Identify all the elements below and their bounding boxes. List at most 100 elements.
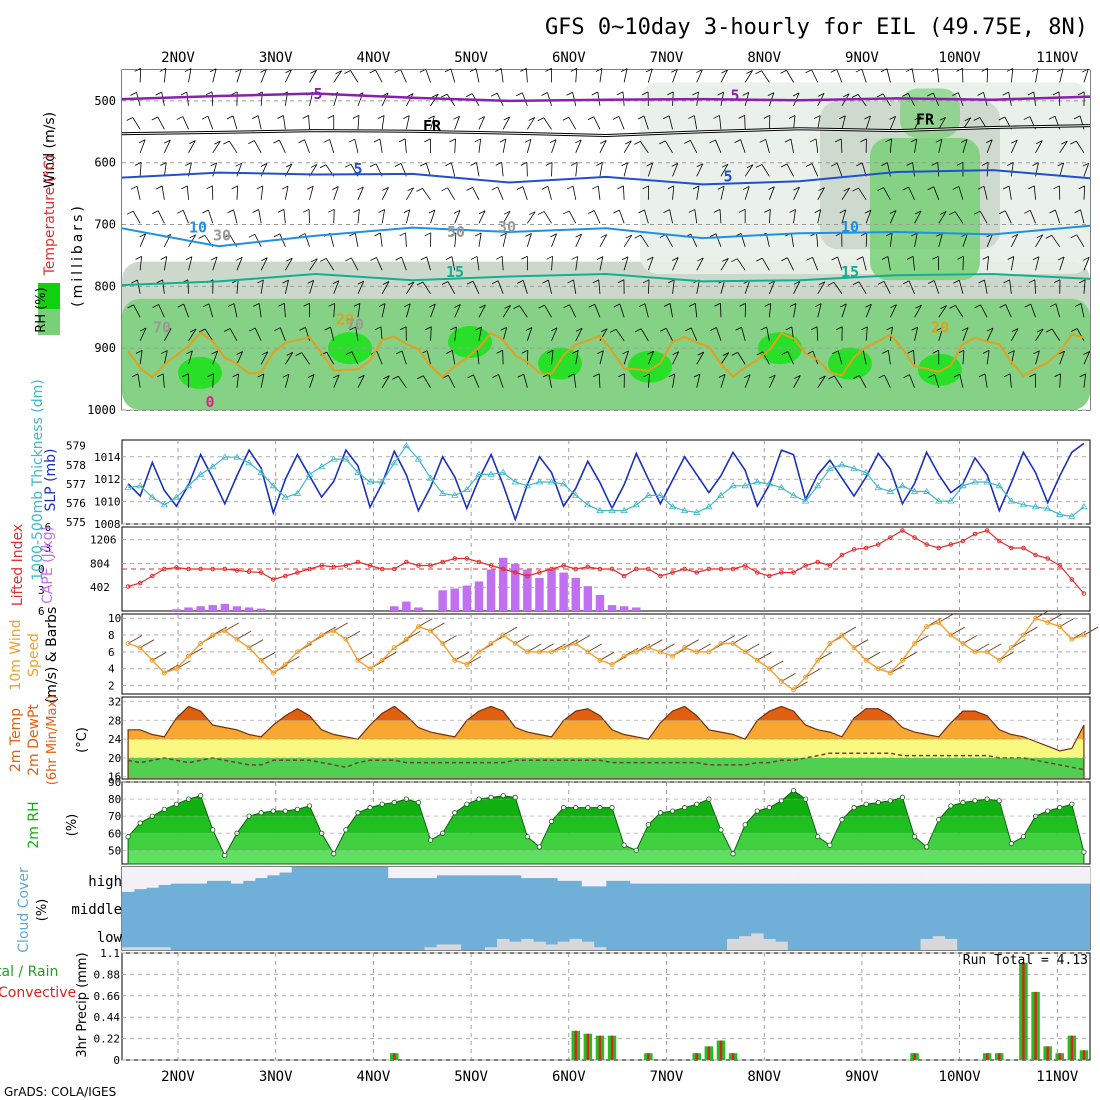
wind-barb-flag [395,256,402,261]
surface-barb [781,672,796,682]
wind-speed-point [887,670,893,676]
surface-barb [539,643,554,653]
wind-barb [639,141,649,154]
wind-barb [1004,210,1012,224]
wind-barb-flag [961,327,969,332]
wind-barb [454,326,457,341]
wind-barb [333,303,336,318]
wind-barb-flag [1083,351,1090,355]
wind-barb-flag [467,374,474,379]
wind-barb-flag [407,281,415,286]
wind-barb-flag [936,327,944,331]
surface-barb [406,630,421,640]
wind-barb [744,374,751,388]
wind-barb [793,375,801,388]
li-point [730,566,736,572]
wind-barb [473,374,480,388]
wind-barb [1059,140,1068,154]
li-point [452,556,458,561]
wind-barb [260,69,267,83]
wind-barb-flag [1023,116,1031,120]
thickness-tick-label: 575 [66,516,86,529]
wind-barb [405,232,407,247]
wind-barb-flag [182,373,189,378]
wind-barb [696,351,705,365]
wind-speed-point [851,645,857,651]
wind-barb [182,116,189,130]
upper-temp-label: Temperature (°C) [42,155,58,277]
wind-barb [139,256,143,271]
rh-band [128,816,1084,834]
cloud-high-gap [557,867,570,881]
wind-barb-flag [454,304,461,308]
bottom-day-label: 5NOV [454,1069,488,1085]
thickness-point [838,461,846,468]
wind-barb [934,374,940,388]
wind-barb [284,69,292,83]
wind-barb-flag [600,234,607,238]
wind-barb [740,139,746,153]
wind-barb-flag [927,92,934,97]
wind-barb-flag [818,281,826,286]
wind-barb [954,211,964,224]
wind-barb-flag [722,352,729,357]
wind-barb [164,328,172,341]
wind-barb [568,117,577,130]
wind-barb [526,233,532,247]
surface-barb [648,639,663,649]
cloud-low-bar [533,941,546,950]
wind-barb-flag [613,209,620,214]
wind-barb-flag [370,257,377,261]
wind-barb-flag [226,115,234,120]
wind-barb-flag [1028,185,1035,190]
wind-barb-flag [755,164,763,168]
wind-barb-flag [332,186,339,190]
wind-barb [623,185,625,200]
wind-barb [285,352,294,365]
temp-labels: 2m Temp 2m DewPt (6hr Min/Max) (°C) [8,695,90,785]
wind-barb-flag [231,185,238,190]
wind-barb [254,234,262,247]
wind-speed-point [609,662,615,668]
wind-barb [284,280,289,294]
precip-convective-bar [1046,1046,1049,1060]
wind-barb-flag [299,327,306,331]
wind-barb [615,329,625,341]
wind-barb-flag [646,162,653,167]
wind-barb-flag [377,115,385,119]
wind-barb [1059,350,1065,365]
surface-barb [841,626,857,636]
wind-barb-flag [742,91,749,96]
wind-speed-point [912,640,918,646]
surface-barb [357,651,373,661]
wind-barb [889,326,893,341]
wind-barb-flag [407,187,414,192]
li-point [416,563,421,568]
li-point [972,531,978,537]
wind-barb [744,186,750,200]
wind-barb-flag [252,115,259,120]
wind-barb [599,234,608,247]
wind-barb [236,68,242,83]
cape-tick-label: 1206 [90,534,117,547]
wind-barb [768,186,775,200]
wind-barb [1035,68,1039,83]
li-point [621,573,627,579]
wind-barb [355,326,359,341]
wind-barb-flag [424,232,431,237]
wind-barb-flag [738,208,746,213]
surface-barb [345,630,361,640]
wind-barb [381,281,390,294]
wind-barb [647,68,653,83]
thickness-point [136,482,144,489]
wind-barb-flag [344,163,352,168]
li-point [270,577,276,582]
wind-barb [162,373,165,388]
wind-barb-flag [416,187,423,192]
cloud-high-gap [158,867,171,885]
li-point [936,545,942,551]
contour-label: 30 [213,227,231,245]
surface-barb [1023,626,1038,636]
wind-barb [157,210,165,224]
wind-barb-flag [886,326,893,331]
